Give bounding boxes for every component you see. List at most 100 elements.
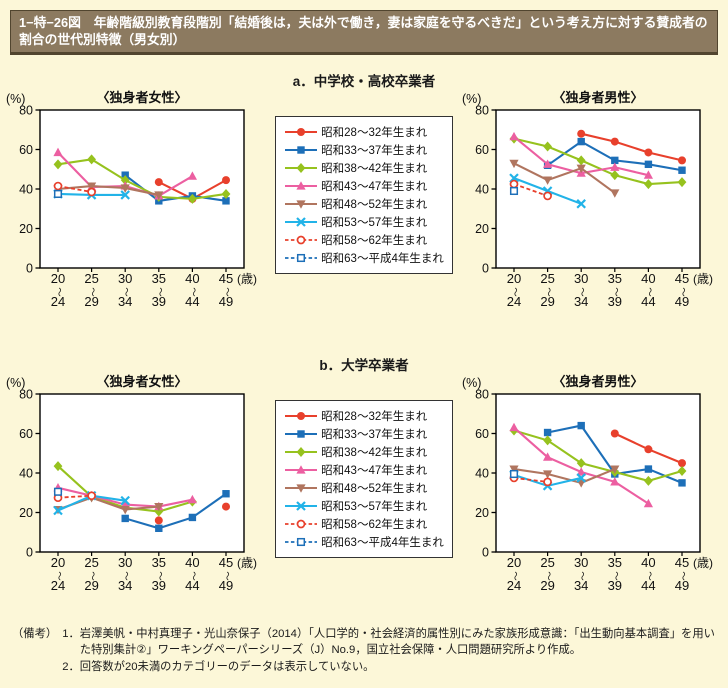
legend-label: 昭和28〜32年生まれ bbox=[321, 126, 428, 139]
svg-text:60: 60 bbox=[475, 143, 489, 157]
svg-text:30: 30 bbox=[118, 271, 132, 286]
chart-b-single-women: (%) 〈独身者女性〉 0 20 40 60 80 20 〜 24 25 〜 29 30 〜 34 35 〜 39 4… bbox=[4, 374, 268, 596]
legend-swatch bbox=[285, 216, 318, 227]
svg-text:〜: 〜 bbox=[87, 571, 98, 581]
svg-text:〜: 〜 bbox=[509, 287, 520, 297]
svg-text:29: 29 bbox=[84, 294, 98, 309]
line-chart-svg: (%) 〈独身者男性〉02040608020〜2425〜2930〜3435〜394… bbox=[462, 374, 713, 593]
svg-text:〜: 〜 bbox=[221, 571, 232, 581]
legend-swatch bbox=[285, 180, 318, 190]
svg-text:25: 25 bbox=[84, 271, 98, 286]
legend-entry: 昭和38〜42年生まれ bbox=[284, 160, 444, 176]
legend-swatch bbox=[285, 537, 318, 546]
section-a-charts-row: (%) 〈独身者女性〉 0 20 40 60 80 20 〜 24 25 〜 29 30 〜 34 35 〜 39 4… bbox=[0, 90, 728, 312]
svg-text:〜: 〜 bbox=[576, 571, 587, 581]
legend-label: 昭和63〜平成4年生まれ bbox=[321, 252, 444, 265]
legend-label: 昭和33〜37年生まれ bbox=[321, 144, 428, 157]
svg-text:〜: 〜 bbox=[87, 287, 98, 297]
legend-swatch bbox=[285, 253, 318, 262]
svg-text:29: 29 bbox=[84, 578, 98, 593]
note-item: 2．回答数が20未満のカテゴリーのデータは表示していない。 bbox=[62, 661, 375, 674]
legend-label: 昭和28〜32年生まれ bbox=[321, 410, 428, 423]
legend-swatch bbox=[285, 519, 318, 528]
svg-text:40: 40 bbox=[19, 466, 33, 480]
legend-entry: 昭和28〜32年生まれ bbox=[284, 124, 444, 140]
legend-entry: 昭和58〜62年生まれ bbox=[284, 516, 444, 532]
svg-text:45: 45 bbox=[675, 555, 689, 570]
legend-label: 昭和48〜52年生まれ bbox=[321, 482, 428, 495]
legend-entry: 昭和28〜32年生まれ bbox=[284, 408, 444, 424]
svg-text:20: 20 bbox=[475, 222, 489, 236]
svg-text:24: 24 bbox=[51, 294, 65, 309]
svg-text:29: 29 bbox=[540, 294, 554, 309]
svg-text:0: 0 bbox=[482, 261, 489, 275]
notes-label: （備考） bbox=[12, 627, 58, 640]
svg-text:40: 40 bbox=[19, 182, 33, 196]
svg-text:〜: 〜 bbox=[187, 287, 198, 297]
svg-text:20: 20 bbox=[507, 271, 521, 286]
svg-text:80: 80 bbox=[475, 103, 489, 117]
svg-text:20: 20 bbox=[51, 271, 65, 286]
svg-text:24: 24 bbox=[507, 578, 521, 593]
svg-text:20: 20 bbox=[19, 506, 33, 520]
section-b-charts-row: (%) 〈独身者女性〉 0 20 40 60 80 20 〜 24 25 〜 29 30 〜 34 35 〜 39 4… bbox=[0, 374, 728, 596]
svg-text:24: 24 bbox=[51, 578, 65, 593]
svg-text:40: 40 bbox=[641, 271, 655, 286]
legend-swatch bbox=[285, 483, 318, 493]
svg-text:80: 80 bbox=[475, 387, 489, 401]
svg-text:〜: 〜 bbox=[543, 287, 554, 297]
svg-text:45: 45 bbox=[675, 271, 689, 286]
notes-list: 1．岩澤美帆・中村真理子・光山奈保子（2014）「人口学的・社会経済的属性別にみ… bbox=[62, 626, 716, 677]
legend-swatch bbox=[285, 145, 318, 154]
line-chart-svg: (%) 〈独身者男性〉02040608020〜2425〜2930〜3435〜394… bbox=[462, 90, 713, 309]
svg-text:〜: 〜 bbox=[154, 571, 165, 581]
legend-swatch bbox=[285, 429, 318, 438]
legend-swatch bbox=[285, 162, 318, 173]
legend-entry: 昭和48〜52年生まれ bbox=[284, 480, 444, 496]
svg-text:25: 25 bbox=[540, 555, 554, 570]
legend-swatch bbox=[285, 446, 318, 457]
legend-entry: 昭和33〜37年生まれ bbox=[284, 142, 444, 158]
svg-text:34: 34 bbox=[574, 578, 588, 593]
figure-title: 1−特−26図 年齢階級別教育段階別「結婚後は，夫は外で働き，妻は家庭を守るべき… bbox=[19, 15, 708, 48]
svg-text:49: 49 bbox=[219, 294, 233, 309]
line-chart-svg: (%) 〈独身者女性〉02040608020〜2425〜2930〜3435〜394… bbox=[6, 90, 257, 309]
notes: （備考） 1．岩澤美帆・中村真理子・光山奈保子（2014）「人口学的・社会経済的… bbox=[12, 626, 716, 677]
svg-text:(%): (%) bbox=[6, 376, 25, 390]
svg-text:40: 40 bbox=[185, 555, 199, 570]
line-chart-svg: (%) 〈独身者女性〉02040608020〜2425〜2930〜3435〜394… bbox=[6, 374, 257, 593]
svg-text:45: 45 bbox=[219, 555, 233, 570]
svg-text:34: 34 bbox=[118, 578, 132, 593]
chart-legend-a: 昭和28〜32年生まれ 昭和33〜37年生まれ昭和38〜42年生まれ昭和43〜47… bbox=[275, 115, 453, 274]
svg-text:20: 20 bbox=[51, 555, 65, 570]
svg-text:39: 39 bbox=[608, 294, 622, 309]
svg-text:〜: 〜 bbox=[120, 287, 131, 297]
svg-text:〜: 〜 bbox=[610, 287, 621, 297]
svg-text:〈独身者男性〉: 〈独身者男性〉 bbox=[552, 374, 643, 389]
legend-label: 昭和53〜57年生まれ bbox=[321, 500, 428, 513]
svg-text:20: 20 bbox=[19, 222, 33, 236]
svg-text:〜: 〜 bbox=[677, 287, 688, 297]
legend-swatch bbox=[285, 464, 318, 474]
svg-text:60: 60 bbox=[475, 427, 489, 441]
svg-text:〜: 〜 bbox=[509, 571, 520, 581]
svg-text:29: 29 bbox=[540, 578, 554, 593]
svg-text:〜: 〜 bbox=[154, 287, 165, 297]
svg-text:40: 40 bbox=[641, 555, 655, 570]
svg-text:60: 60 bbox=[19, 143, 33, 157]
svg-text:〜: 〜 bbox=[187, 571, 198, 581]
legend-label: 昭和43〜47年生まれ bbox=[321, 180, 428, 193]
svg-text:35: 35 bbox=[152, 271, 166, 286]
legend-entry: 昭和43〜47年生まれ bbox=[284, 178, 444, 194]
legend-label: 昭和58〜62年生まれ bbox=[321, 234, 428, 247]
svg-text:35: 35 bbox=[152, 555, 166, 570]
svg-text:(歳): (歳) bbox=[237, 556, 257, 570]
svg-text:〜: 〜 bbox=[543, 571, 554, 581]
note-item: 1．岩澤美帆・中村真理子・光山奈保子（2014）「人口学的・社会経済的属性別にみ… bbox=[62, 627, 715, 657]
svg-text:30: 30 bbox=[118, 555, 132, 570]
legend-entry: 昭和63〜平成4年生まれ bbox=[284, 534, 444, 550]
legend-label: 昭和43〜47年生まれ bbox=[321, 464, 428, 477]
svg-text:40: 40 bbox=[185, 271, 199, 286]
svg-text:34: 34 bbox=[574, 294, 588, 309]
section-b-header: b．大学卒業者 bbox=[319, 357, 409, 373]
